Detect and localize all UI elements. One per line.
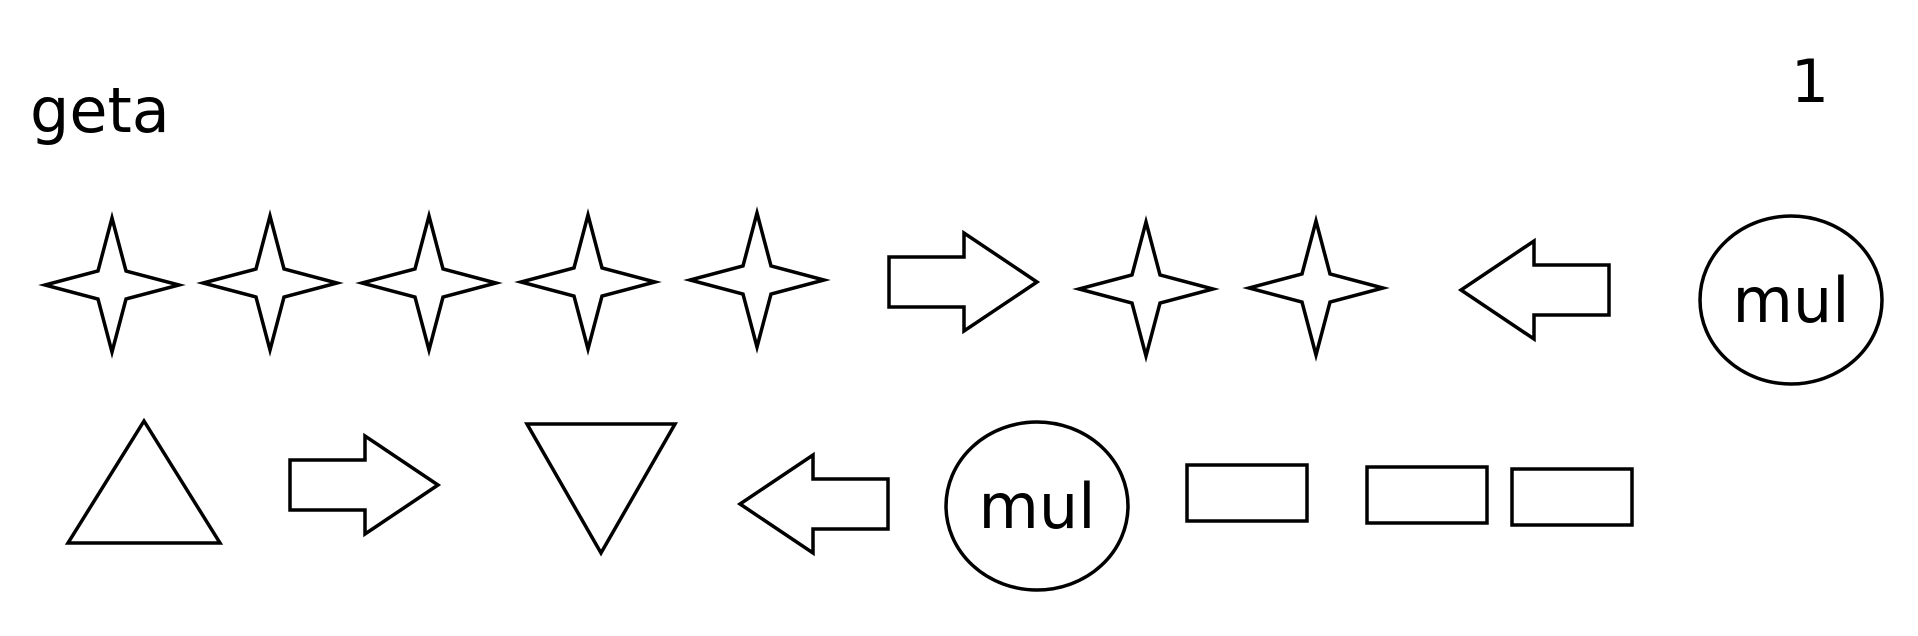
- four-point-star-icon: [1072, 215, 1220, 363]
- four-point-star-icon: [38, 211, 186, 359]
- arrow-right-icon: [887, 229, 1041, 335]
- four-point-star-icon: [514, 208, 662, 356]
- four-point-star-icon: [355, 209, 503, 357]
- four-point-star-icon: [1242, 214, 1390, 362]
- arrow-left-icon: [1457, 237, 1611, 343]
- shape-rows: mul mul: [38, 206, 1884, 592]
- page-number: 1: [1791, 47, 1829, 117]
- arrow-right-icon: [288, 432, 442, 538]
- arrow-left-icon: [736, 451, 890, 557]
- labeled-circle: mul: [1698, 214, 1884, 386]
- triangle-down-icon: [523, 422, 679, 557]
- rectangle-icon: [1510, 467, 1634, 527]
- triangle-up-icon: [64, 417, 224, 545]
- four-point-star-icon: [683, 206, 831, 354]
- shape-row-1: mul: [38, 206, 1884, 386]
- circle-label: mul: [1733, 264, 1850, 337]
- labeled-circle: mul: [944, 420, 1130, 592]
- circle-label: mul: [979, 470, 1096, 543]
- page-title: geta: [30, 74, 170, 147]
- circle-icon: [944, 420, 1130, 592]
- circle-icon: [1698, 214, 1884, 386]
- shape-row-2: mul: [64, 417, 1634, 592]
- rectangle-icon: [1185, 463, 1309, 523]
- four-point-star-icon: [196, 209, 344, 357]
- rectangle-icon: [1365, 465, 1489, 525]
